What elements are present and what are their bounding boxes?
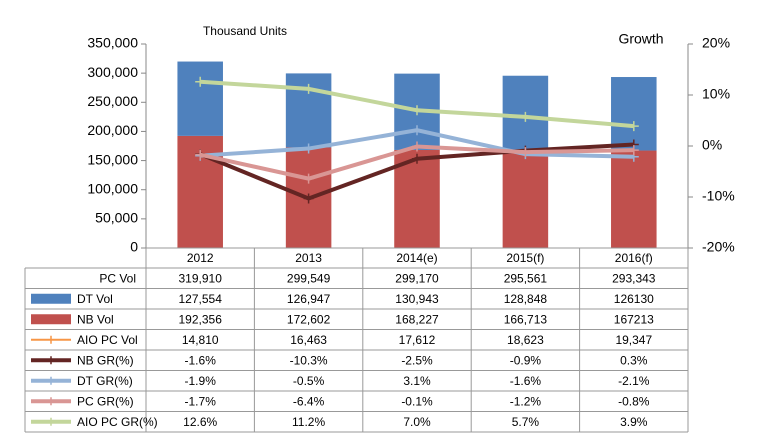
table-cell: 130,943 [395, 292, 439, 306]
legend-marker [46, 397, 56, 406]
y2-tick-label: -20% [702, 239, 735, 255]
table-cell: 127,554 [179, 292, 223, 306]
table-cell: -2.1% [618, 374, 650, 388]
table-cell: -10.3% [290, 353, 328, 367]
bar [611, 77, 657, 151]
bar [611, 150, 657, 248]
table-cell: 3.9% [620, 415, 648, 429]
table-cell: 167213 [614, 312, 654, 326]
x-tick-label: 2012 [187, 251, 214, 265]
legend-label: PC GR(%) [77, 394, 134, 408]
legend-marker [46, 417, 56, 426]
y2-tick-label: -10% [702, 188, 735, 204]
line-marker [412, 141, 422, 152]
line-marker [412, 153, 422, 164]
table-cell: 0.3% [620, 353, 648, 367]
table-cell: -0.1% [401, 394, 433, 408]
table-cell: 12.6% [183, 415, 217, 429]
table-cell: -1.7% [185, 394, 217, 408]
line-marker [303, 83, 314, 94]
table-cell: 166,713 [504, 312, 548, 326]
table-cell: 299,170 [395, 271, 439, 285]
line-marker [520, 147, 531, 158]
table-cell: 299,549 [287, 271, 331, 285]
table-cell: 19,347 [615, 333, 652, 347]
table-cell: 3.1% [403, 374, 431, 388]
bar [502, 150, 549, 248]
line-marker [628, 121, 639, 132]
legend-label: DT GR(%) [77, 374, 133, 388]
y-tick-label: 250,000 [87, 93, 138, 109]
y2-tick-label: 0% [702, 137, 722, 153]
legend-label: AIO PC Vol [77, 333, 138, 347]
legend-marker [46, 356, 56, 365]
table-cell: 17,612 [399, 333, 436, 347]
table-cell: 295,561 [504, 271, 548, 285]
legend-swatch [31, 314, 71, 325]
table-cell: 192,356 [179, 312, 223, 326]
line-marker [195, 149, 206, 160]
legend-label: NB GR(%) [77, 353, 134, 367]
y2-axis-title: Growth [618, 31, 663, 47]
table-cell: 5.7% [512, 415, 540, 429]
legend-label: DT Vol [77, 292, 113, 306]
table-cell: -6.4% [293, 394, 325, 408]
table-cell: 7.0% [403, 415, 431, 429]
y-tick-label: 0 [130, 239, 138, 255]
legend-marker [46, 335, 56, 344]
y-tick-label: 100,000 [87, 180, 138, 196]
line-marker [412, 125, 422, 136]
x-tick-label: 2014(e) [396, 251, 437, 265]
table-cell: -0.5% [293, 374, 325, 388]
y-tick-label: 200,000 [87, 122, 138, 138]
legend-label: PC Vol [99, 271, 136, 285]
table-cell: 126130 [614, 292, 654, 306]
table-cell: 293,343 [612, 271, 656, 285]
legend-label: NB Vol [77, 312, 114, 326]
legend-label: AIO PC GR(%) [77, 415, 158, 429]
line-marker [195, 76, 206, 87]
y2-tick-label: 10% [702, 86, 730, 102]
table-cell: -2.5% [401, 353, 433, 367]
table-cell: 14,810 [182, 333, 219, 347]
table-cell: -1.6% [510, 374, 542, 388]
table-cell: 11.2% [292, 415, 325, 429]
table-cell: 172,602 [287, 312, 331, 326]
x-tick-label: 2013 [295, 251, 322, 265]
table-cell: 16,463 [290, 333, 327, 347]
table-cell: 126,947 [287, 292, 331, 306]
table-cell: -1.6% [185, 353, 217, 367]
line-marker [412, 105, 422, 116]
y-tick-label: 150,000 [87, 151, 138, 167]
line-marker [303, 143, 314, 154]
y2-tick-label: 20% [702, 35, 730, 51]
table-cell: -0.8% [618, 394, 650, 408]
line-marker [520, 111, 531, 122]
line-marker [303, 173, 314, 184]
y-tick-label: 350,000 [87, 35, 138, 51]
line-marker [303, 193, 314, 204]
table-cell: 168,227 [395, 312, 439, 326]
table-cell: 18,623 [507, 333, 544, 347]
y-tick-label: 50,000 [95, 210, 138, 226]
bar [177, 61, 223, 136]
legend-marker [46, 376, 56, 385]
legend-swatch [31, 293, 71, 304]
line-marker [628, 145, 639, 156]
table-cell: 319,910 [179, 271, 223, 285]
x-tick-label: 2015(f) [506, 251, 544, 265]
table-cell: -0.9% [510, 353, 542, 367]
chart-title: Thousand Units [203, 24, 287, 38]
table-cell: -1.9% [185, 374, 217, 388]
x-tick-label: 2016(f) [615, 251, 653, 265]
table-cell: 128,848 [504, 292, 548, 306]
y-tick-label: 300,000 [87, 64, 138, 80]
table-cell: -1.2% [510, 394, 542, 408]
